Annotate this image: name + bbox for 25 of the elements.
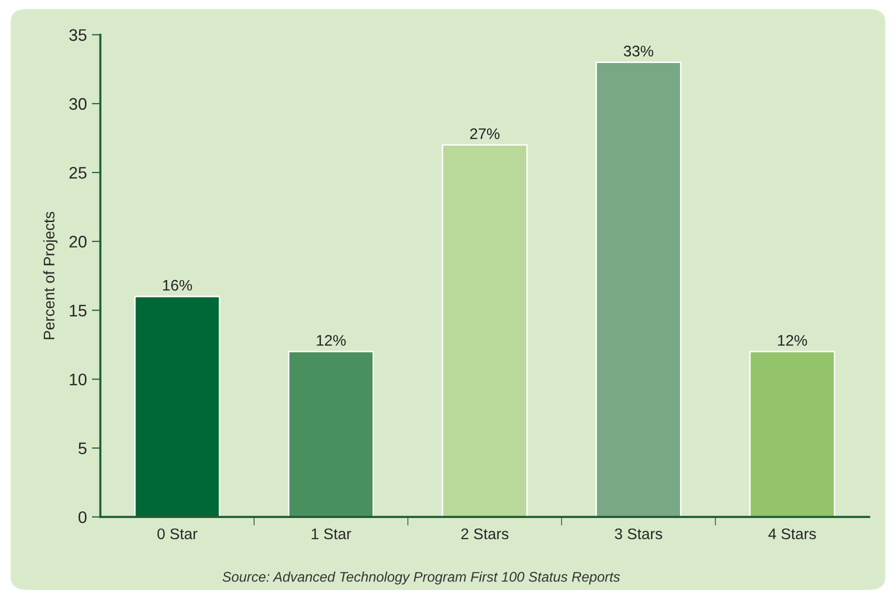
y-tick-label: 35 <box>69 29 86 41</box>
x-tick-label: 1 Star <box>312 528 352 540</box>
bar <box>442 144 528 517</box>
y-tick-label: 0 <box>78 511 87 524</box>
y-tick-label: 20 <box>69 236 87 248</box>
data-label: 16% <box>163 280 192 291</box>
bar <box>749 350 836 517</box>
bar <box>288 350 374 517</box>
x-tick-label: 3 Stars <box>614 528 662 540</box>
bar <box>134 296 220 517</box>
source-note: Source: Advanced Technology Program First 100 Status Reports <box>222 572 620 585</box>
y-tick-label: 5 <box>78 442 86 454</box>
y-tick-label: 10 <box>70 374 87 386</box>
x-tick-label: 2 Stars <box>461 528 508 540</box>
data-label: 33% <box>624 46 654 56</box>
x-tick-label: 0 Star <box>157 528 198 540</box>
data-label: 12% <box>778 334 807 346</box>
y-tick-label: 25 <box>69 166 86 179</box>
data-label: 27% <box>470 128 500 140</box>
y-tick-label: 30 <box>69 98 87 110</box>
data-label: 12% <box>316 334 346 346</box>
x-tick-label: 4 Stars <box>768 528 816 540</box>
y-tick-label: 15 <box>70 304 86 316</box>
y-axis-title: Percent of Projects <box>43 212 58 340</box>
bar <box>596 62 682 517</box>
